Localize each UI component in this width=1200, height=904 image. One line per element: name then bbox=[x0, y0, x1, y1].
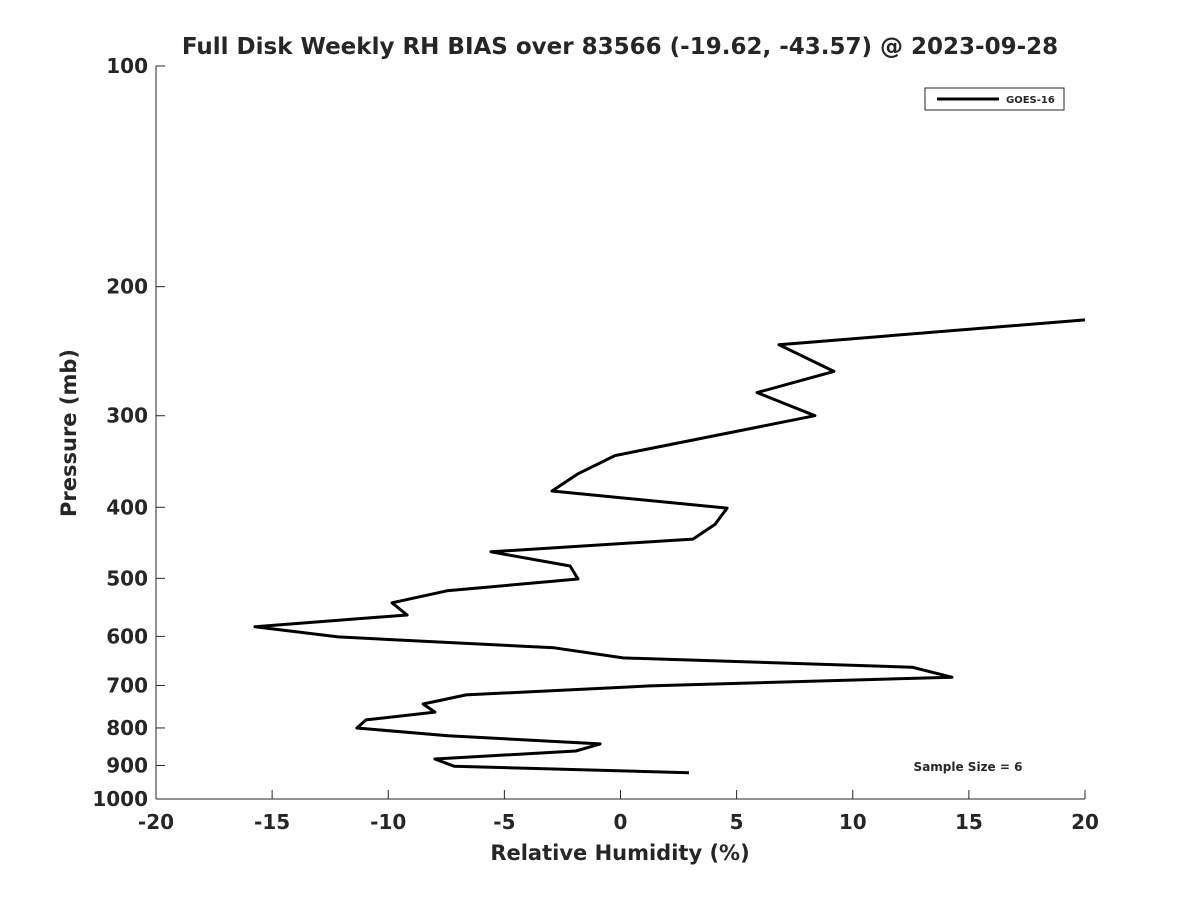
chart-title: Full Disk Weekly RH BIAS over 83566 (-19… bbox=[182, 34, 1058, 60]
axes: -20 -15 -10 -5 0 5 10 15 20 100 200 300 400 500 600 700… bbox=[92, 54, 1099, 834]
y-tick-label: 200 bbox=[106, 275, 148, 299]
x-axis-label: Relative Humidity (%) bbox=[490, 841, 749, 865]
x-tick-label: 15 bbox=[955, 810, 983, 834]
x-tick-label: 5 bbox=[730, 810, 744, 834]
y-tick-label: 400 bbox=[106, 495, 148, 519]
legend-label-goes-16: GOES-16 bbox=[1006, 95, 1055, 106]
x-tick-label: -15 bbox=[254, 810, 290, 834]
x-tick-label: -5 bbox=[493, 810, 515, 834]
sample-size-annotation: Sample Size = 6 bbox=[914, 760, 1023, 774]
series-layer bbox=[253, 318, 1086, 775]
x-tick-label: 10 bbox=[839, 810, 867, 834]
y-tick-label: 800 bbox=[106, 716, 148, 740]
x-tick-label: -10 bbox=[370, 810, 406, 834]
y-tick-label: 100 bbox=[106, 54, 148, 78]
series-line-goes-16 bbox=[253, 318, 1086, 775]
y-tick-label: 700 bbox=[106, 673, 148, 697]
x-tick-label: -20 bbox=[138, 810, 174, 834]
y-tick-label: 600 bbox=[106, 624, 148, 648]
y-tick-label: 300 bbox=[106, 404, 148, 428]
legend: GOES-16 bbox=[924, 87, 1065, 111]
y-tick-label: 1000 bbox=[92, 787, 148, 811]
y-axis-label: Pressure (mb) bbox=[57, 349, 81, 517]
y-tick-label: 900 bbox=[106, 753, 148, 777]
y-tick-label: 500 bbox=[106, 566, 148, 590]
x-tick-label: 0 bbox=[614, 810, 628, 834]
x-tick-label: 20 bbox=[1071, 810, 1099, 834]
